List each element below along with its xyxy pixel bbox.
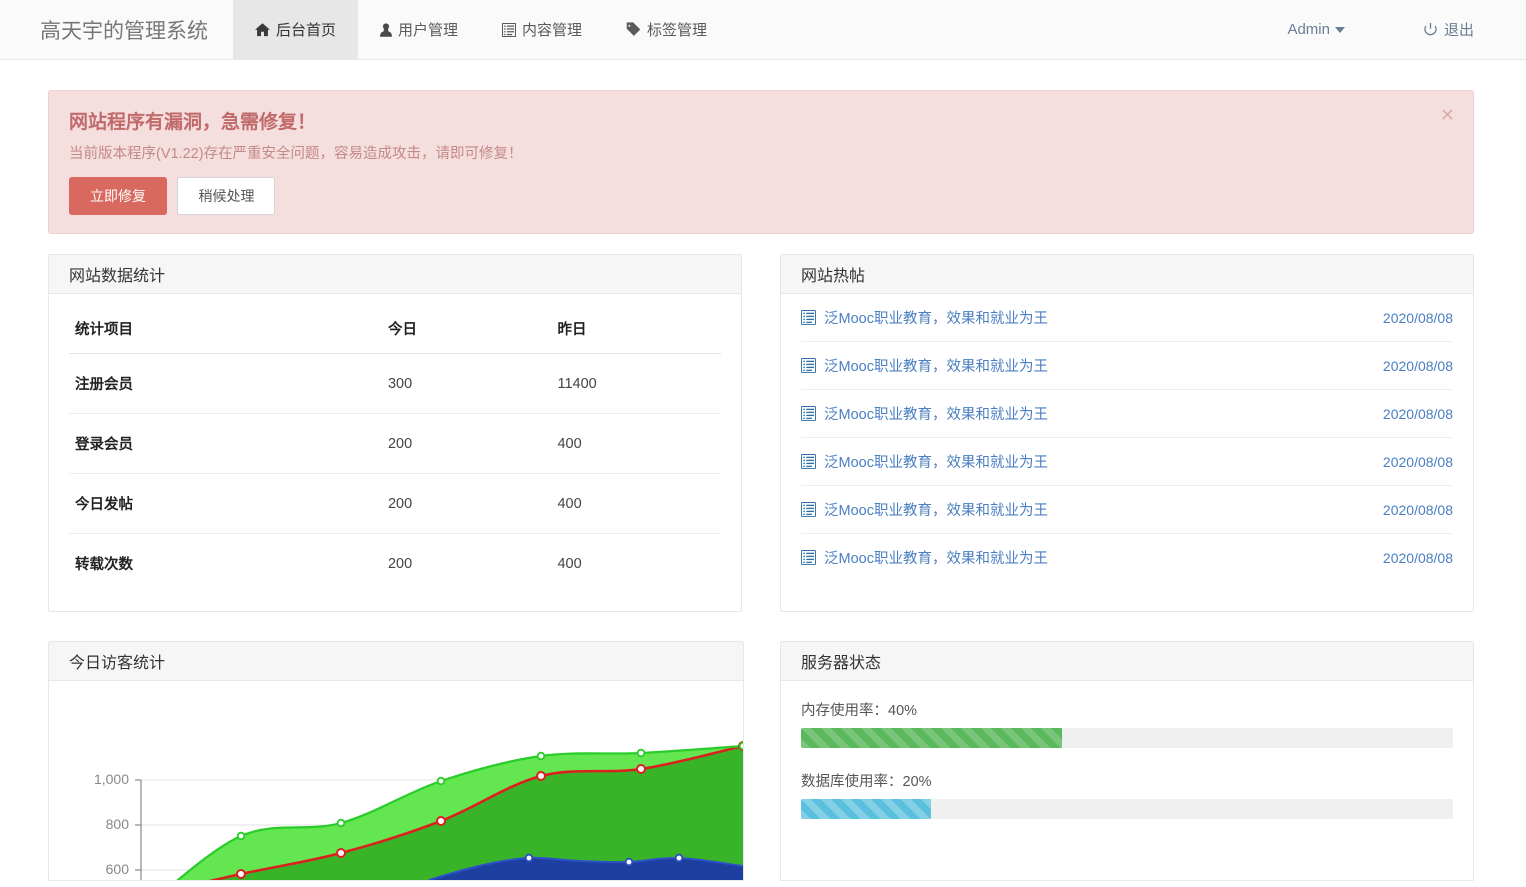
svg-text:1,000: 1,000 [94,771,129,787]
svg-text:600: 600 [106,861,130,877]
svg-text:800: 800 [106,816,130,832]
